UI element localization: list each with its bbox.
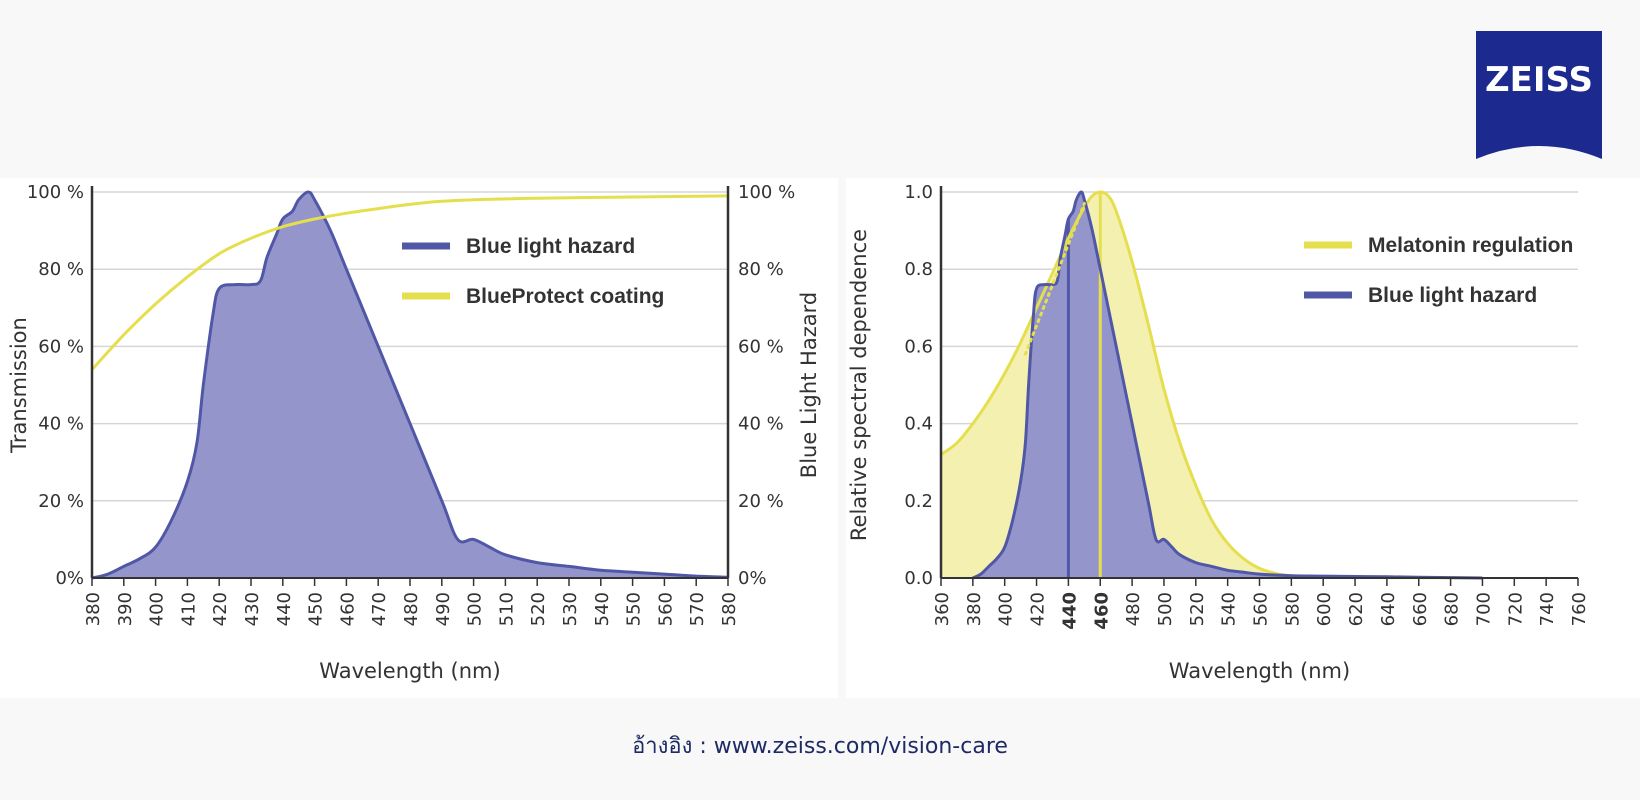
y2-tick-label: 40 %	[738, 414, 784, 435]
x-tick-label: 540	[1219, 592, 1240, 626]
x-tick-label: 520	[528, 592, 549, 626]
x-tick-label: 420	[210, 592, 231, 626]
x-tick-label: 580	[1282, 592, 1303, 626]
blue-light-transmission-chart: 0% 0% 20 % 20 % 40 % 40 % 60 % 60 % 80 % 80 % 100 …	[7, 182, 821, 683]
x-axis-title: Wavelength (nm)	[319, 659, 500, 683]
legend-label: Melatonin regulation	[1368, 234, 1573, 257]
y-tick-label: 0.0	[904, 568, 933, 589]
x-tick-label: 460	[1091, 592, 1112, 630]
y-axis-title: Transmission	[7, 317, 31, 454]
x-tick-label: 500	[465, 592, 486, 626]
x-tick-label: 530	[560, 592, 581, 626]
y-tick-label: 40 %	[38, 414, 84, 435]
x-tick-label: 660	[1410, 592, 1431, 626]
x-tick-label: 720	[1505, 592, 1526, 626]
x-tick-label: 380	[83, 592, 104, 626]
x-tick-label: 680	[1442, 592, 1463, 626]
y2-tick-label: 100 %	[738, 182, 795, 203]
y-tick-label: 100 %	[27, 182, 84, 203]
y-tick-label: 1.0	[904, 182, 933, 203]
y2-axis-title: Blue Light Hazard	[797, 292, 821, 478]
x-tick-label: 430	[242, 592, 263, 626]
x-tick-label: 550	[624, 592, 645, 626]
x-tick-label: 480	[1123, 592, 1144, 626]
spectral-dependence-chart-panel: 0.0 0.2 0.4 0.6 0.8 1.0 360 380 400 420 440 460 480 5…	[846, 178, 1640, 698]
y2-tick-label: 20 %	[738, 491, 784, 512]
x-tick-label: 360	[932, 592, 953, 626]
x-tick-label: 390	[115, 592, 136, 626]
x-tick-label: 560	[655, 592, 676, 626]
x-tick-label: 620	[1346, 592, 1367, 626]
y-tick-label: 0.6	[904, 336, 933, 357]
y2-tick-label: 0%	[738, 568, 767, 589]
y2-tick-label: 80 %	[738, 259, 784, 280]
x-tick-label: 600	[1314, 592, 1335, 626]
legend-label: Blue light hazard	[1368, 284, 1537, 307]
x-tick-label: 580	[719, 592, 740, 626]
x-tick-label: 760	[1569, 592, 1590, 626]
x-tick-label: 450	[306, 592, 327, 626]
x-tick-label: 700	[1473, 592, 1494, 626]
legend-label: BlueProtect coating	[466, 285, 664, 308]
x-tick-label: 400	[147, 592, 168, 626]
y-tick-label: 60 %	[38, 336, 84, 357]
y2-tick-label: 60 %	[738, 336, 784, 357]
series-line	[91, 190, 729, 580]
series-area	[92, 192, 728, 578]
zeiss-logo-shape	[1476, 31, 1602, 159]
x-tick-label: 400	[996, 592, 1017, 626]
blue-light-transmission-chart-panel: 0% 0% 20 % 20 % 40 % 40 % 60 % 60 % 80 % 80 % 100 …	[0, 178, 838, 698]
y-tick-label: 0.4	[904, 414, 933, 435]
zeiss-logo: ZEISS	[1476, 31, 1602, 159]
x-tick-label: 740	[1537, 592, 1558, 626]
spectral-dependence-chart: 0.0 0.2 0.4 0.6 0.8 1.0 360 380 400 420 440 460 480 5…	[847, 182, 1590, 683]
legend-label: Blue light hazard	[466, 235, 635, 258]
x-tick-label: 490	[433, 592, 454, 626]
x-tick-label: 640	[1378, 592, 1399, 626]
series-line	[972, 190, 1483, 580]
x-tick-label: 460	[337, 592, 358, 626]
y-tick-label: 20 %	[38, 491, 84, 512]
x-tick-label: 560	[1251, 592, 1272, 626]
x-tick-label: 570	[687, 592, 708, 626]
melatonin-dotted-projection	[1023, 202, 1086, 356]
y-tick-label: 80 %	[38, 259, 84, 280]
x-tick-label: 410	[178, 592, 199, 626]
x-tick-label: 480	[401, 592, 422, 626]
x-tick-label: 440	[1059, 592, 1080, 630]
x-tick-label: 540	[592, 592, 613, 626]
x-tick-label: 440	[274, 592, 295, 626]
zeiss-logo-text: ZEISS	[1485, 60, 1593, 100]
reference-footer: อ้างอิง : www.zeiss.com/vision-care	[632, 734, 1008, 759]
y-tick-label: 0.2	[904, 491, 933, 512]
series-line	[90, 194, 729, 371]
x-axis-title: Wavelength (nm)	[1169, 659, 1350, 683]
x-tick-label: 470	[369, 592, 390, 626]
x-tick-label: 500	[1155, 592, 1176, 626]
x-tick-label: 510	[496, 592, 517, 626]
y-axis-title: Relative spectral dependence	[847, 229, 871, 541]
x-tick-label: 420	[1028, 592, 1049, 626]
x-tick-label: 380	[964, 592, 985, 626]
y-tick-label: 0%	[55, 568, 84, 589]
x-tick-label: 520	[1187, 592, 1208, 626]
y-tick-label: 0.8	[904, 259, 933, 280]
